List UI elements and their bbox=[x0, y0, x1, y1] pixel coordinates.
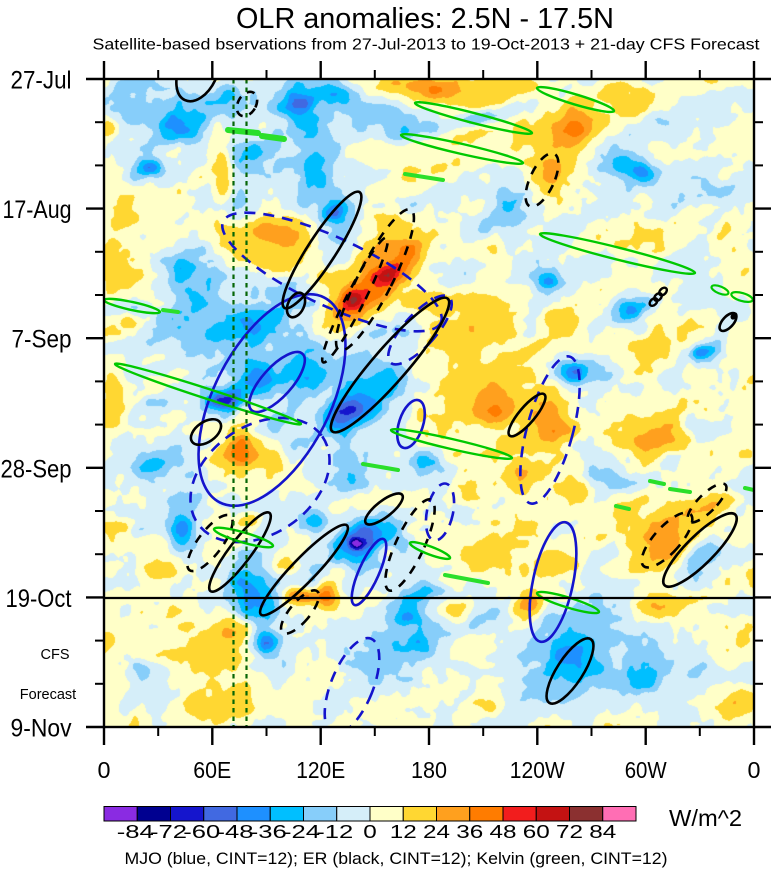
svg-text:19-Oct: 19-Oct bbox=[6, 585, 72, 613]
svg-text:-72: -72 bbox=[150, 821, 187, 842]
svg-text:W/m^2: W/m^2 bbox=[669, 805, 742, 831]
svg-text:60: 60 bbox=[523, 821, 550, 842]
svg-text:Forecast: Forecast bbox=[20, 687, 76, 703]
svg-text:72: 72 bbox=[556, 821, 583, 842]
svg-text:27-Jul: 27-Jul bbox=[11, 67, 72, 95]
svg-text:9-Nov: 9-Nov bbox=[11, 715, 72, 743]
svg-text:0: 0 bbox=[748, 757, 761, 783]
svg-text:-60: -60 bbox=[183, 821, 220, 842]
svg-text:36: 36 bbox=[456, 821, 483, 842]
svg-text:17-Aug: 17-Aug bbox=[3, 196, 72, 224]
svg-text:MJO (blue, CINT=12); ER (black: MJO (blue, CINT=12); ER (black, CINT=12)… bbox=[125, 849, 668, 868]
svg-text:48: 48 bbox=[490, 821, 517, 842]
svg-text:12: 12 bbox=[390, 821, 417, 842]
svg-text:-84: -84 bbox=[117, 821, 154, 842]
svg-text:-12: -12 bbox=[316, 821, 353, 842]
svg-text:180: 180 bbox=[411, 757, 447, 783]
svg-text:-48: -48 bbox=[217, 821, 254, 842]
svg-text:-36: -36 bbox=[250, 821, 287, 842]
svg-text:84: 84 bbox=[589, 821, 616, 842]
svg-text:60W: 60W bbox=[625, 757, 667, 783]
svg-text:7-Sep: 7-Sep bbox=[12, 326, 72, 354]
svg-text:0: 0 bbox=[98, 757, 111, 783]
svg-text:28-Sep: 28-Sep bbox=[1, 455, 72, 483]
svg-text:60E: 60E bbox=[193, 757, 231, 783]
svg-text:CFS: CFS bbox=[41, 647, 70, 663]
svg-text:OLR anomalies: 2.5N - 17.5N: OLR anomalies: 2.5N - 17.5N bbox=[236, 3, 614, 35]
svg-text:-24: -24 bbox=[283, 821, 320, 842]
svg-text:24: 24 bbox=[423, 821, 450, 842]
svg-text:120E: 120E bbox=[296, 757, 345, 783]
svg-text:120W: 120W bbox=[510, 757, 565, 783]
svg-text:Satellite-based bservations fr: Satellite-based bservations from 27-Jul-… bbox=[93, 37, 761, 54]
svg-text:0: 0 bbox=[363, 821, 377, 842]
